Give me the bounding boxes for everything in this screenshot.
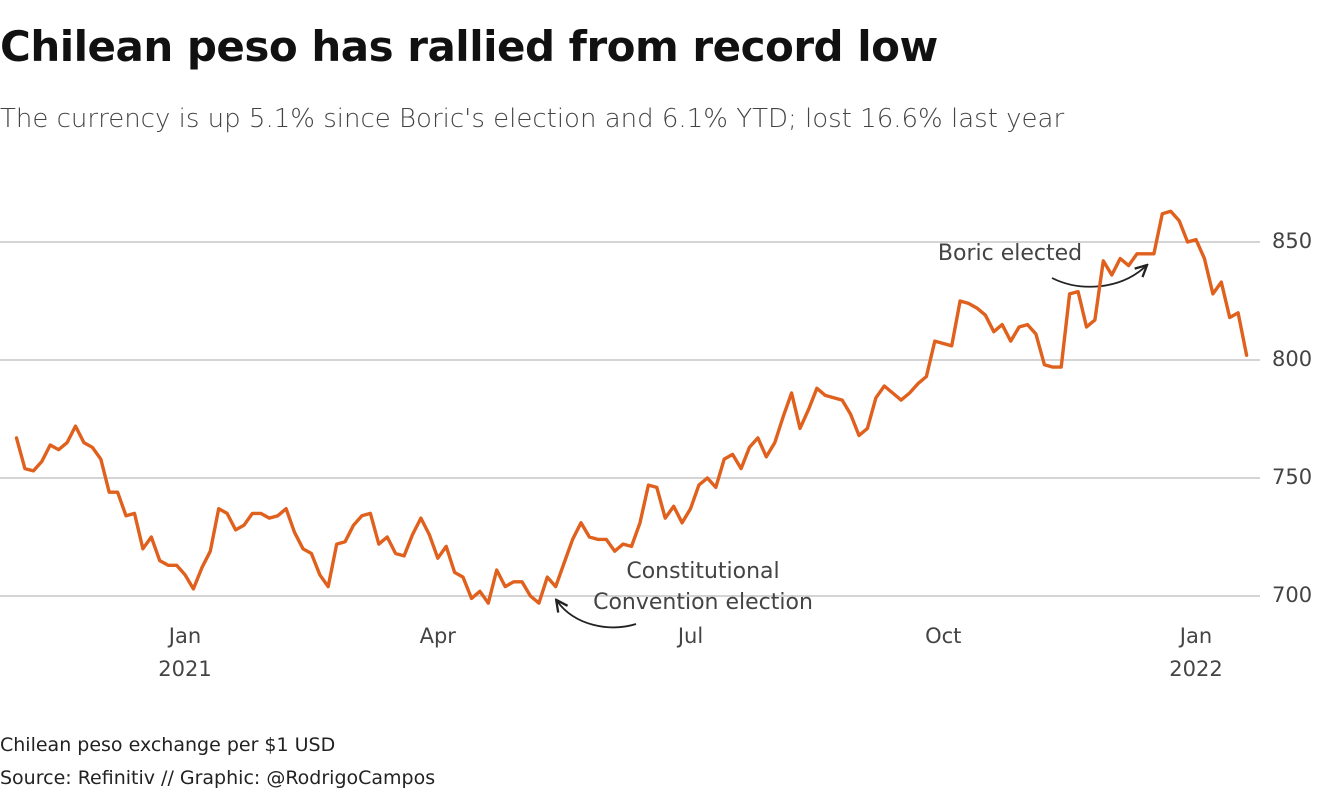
x-tick-label: Oct bbox=[925, 624, 962, 648]
annotation: Boric elected bbox=[937, 241, 1083, 266]
x-tick-label: Jul bbox=[677, 624, 704, 648]
y-tick-label: 800 bbox=[1272, 347, 1312, 371]
grid bbox=[0, 241, 1260, 597]
note: Chilean peso exchange per $1 USD bbox=[0, 734, 336, 756]
x-tick-label: Jan 2022 bbox=[1169, 624, 1223, 681]
y-tick-label: 850 bbox=[1272, 229, 1312, 253]
source: Source: Refinitiv // Graphic: @RodrigoCa… bbox=[0, 767, 436, 789]
y-tick-label: 750 bbox=[1272, 465, 1312, 489]
line bbox=[14, 209, 1249, 605]
annotation-arrow bbox=[557, 601, 637, 629]
y-tick-label: 700 bbox=[1272, 583, 1312, 607]
annotation: Constitutional Convention election bbox=[593, 559, 813, 615]
x-tick-label: Apr bbox=[419, 624, 456, 648]
chart-subtitle: The currency is up 5.1% since Boric's el… bbox=[0, 104, 1065, 134]
x-tick-label: Jan 2021 bbox=[158, 624, 212, 681]
chart-title: Chilean peso has rallied from record low bbox=[0, 22, 938, 71]
